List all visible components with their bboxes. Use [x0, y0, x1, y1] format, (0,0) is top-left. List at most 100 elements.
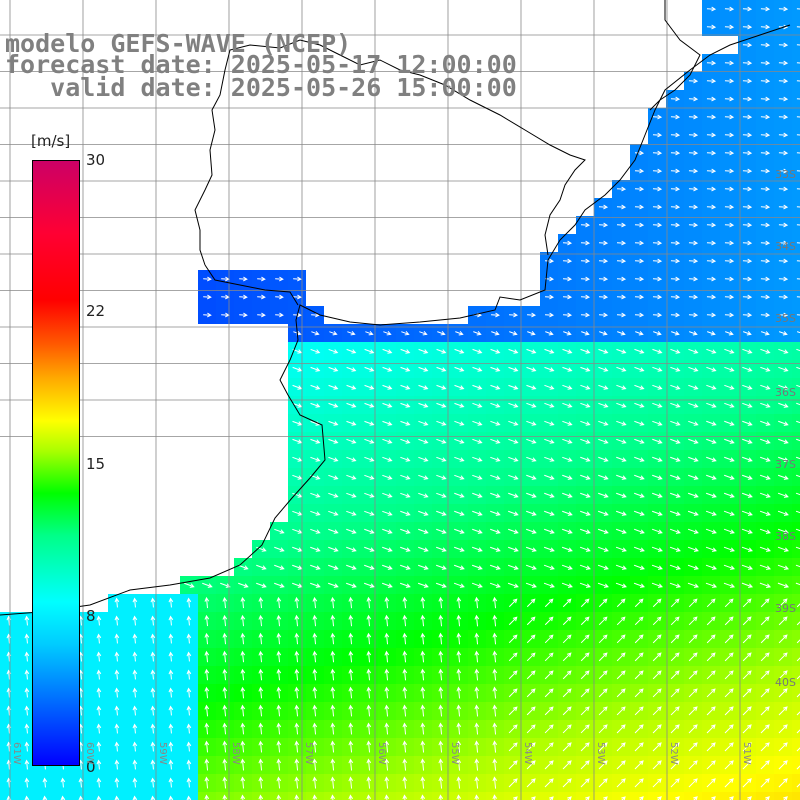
wind-arrow [346, 564, 357, 570]
wind-arrow [562, 598, 572, 608]
wind-arrow [599, 331, 608, 336]
wind-arrow [670, 186, 681, 192]
wind-arrow [616, 652, 626, 662]
speed-cell [792, 522, 800, 540]
wind-arrow [240, 758, 246, 771]
wind-arrow [366, 794, 372, 800]
wind-arrow [633, 510, 645, 516]
speed-cell [792, 612, 800, 630]
wind-arrow [742, 348, 753, 354]
wind-arrow [759, 510, 771, 516]
wind-arrow [634, 724, 644, 734]
wind-arrow [579, 528, 591, 534]
wind-arrow [615, 528, 627, 534]
wind-arrow [292, 402, 303, 408]
wind-arrow [688, 688, 698, 698]
wind-arrow [742, 276, 753, 282]
wind-arrow [132, 777, 138, 788]
wind-arrow [724, 276, 735, 282]
wind-arrow [598, 652, 608, 662]
wind-arrow [202, 582, 213, 588]
wind-arrow [438, 704, 444, 717]
wind-arrow [796, 170, 800, 172]
wind-arrow [346, 510, 357, 516]
wind-arrow [634, 222, 645, 228]
speed-cell [540, 792, 558, 800]
wind-arrow [508, 634, 518, 644]
wind-arrow [310, 582, 321, 588]
speed-cell [792, 648, 800, 666]
wind-arrow [724, 760, 734, 770]
wind-arrow [724, 438, 735, 444]
wind-arrow [454, 366, 465, 372]
wind-arrow [525, 582, 537, 588]
wind-arrow [598, 402, 609, 408]
wind-arrow [706, 348, 717, 354]
wind-arrow [705, 546, 717, 552]
wind-arrow [24, 669, 30, 680]
wind-arrow [634, 598, 644, 608]
wind-arrow [525, 546, 537, 552]
wind-arrow [562, 276, 573, 282]
wind-arrow [562, 420, 573, 426]
wind-arrow [330, 668, 336, 681]
wind-arrow [258, 722, 264, 735]
wind-arrow [384, 686, 390, 699]
wind-arrow [292, 384, 303, 390]
wind-arrow [222, 668, 228, 681]
wind-arrow [759, 474, 771, 480]
wind-arrow [418, 384, 429, 390]
wind-arrow [742, 312, 753, 318]
wind-arrow [114, 615, 120, 626]
wind-arrow [508, 420, 519, 426]
wind-arrow [168, 597, 174, 608]
wind-arrow [742, 186, 753, 192]
wind-arrow [472, 438, 483, 444]
wind-arrow [275, 276, 284, 282]
wind-arrow [312, 614, 318, 627]
wind-arrow [742, 456, 753, 462]
wind-arrow [651, 528, 663, 534]
wind-arrow [706, 276, 717, 282]
wind-arrow [438, 632, 444, 645]
wind-arrow [724, 724, 734, 734]
wind-arrow [186, 633, 192, 644]
wind-arrow [402, 776, 408, 789]
wind-arrow [204, 776, 210, 789]
wind-arrow [760, 402, 771, 408]
lat-label: 39S [775, 602, 796, 615]
wind-arrow [598, 348, 609, 354]
wind-arrow [474, 632, 480, 645]
wind-arrow [456, 650, 462, 663]
wind-arrow [706, 402, 717, 408]
wind-arrow [471, 582, 483, 588]
speed-cell [792, 558, 800, 576]
wind-arrow [688, 724, 698, 734]
wind-arrow [670, 598, 680, 608]
wind-arrow [706, 204, 717, 210]
wind-arrow [796, 675, 800, 680]
wind-arrow [454, 402, 465, 408]
wind-arrow [765, 796, 770, 800]
wind-arrow [688, 222, 699, 228]
wind-arrow [220, 582, 231, 588]
wind-arrow [616, 366, 627, 372]
wind-arrow [561, 528, 573, 534]
wind-arrow [706, 706, 716, 716]
wind-arrow [184, 582, 195, 588]
wind-arrow [651, 546, 663, 552]
wind-arrow [653, 331, 662, 336]
wind-arrow [435, 564, 447, 570]
wind-arrow [706, 384, 717, 390]
wind-arrow [669, 582, 681, 588]
lat-label: 40S [775, 676, 796, 689]
wind-arrow [778, 724, 788, 734]
wind-arrow [526, 420, 537, 426]
wind-arrow [580, 670, 590, 680]
wind-arrow [402, 632, 408, 645]
wind-arrow [670, 132, 681, 138]
wind-arrow [598, 276, 609, 282]
wind-arrow [706, 60, 717, 66]
wind-arrow [579, 546, 591, 552]
wind-arrow [186, 777, 192, 788]
